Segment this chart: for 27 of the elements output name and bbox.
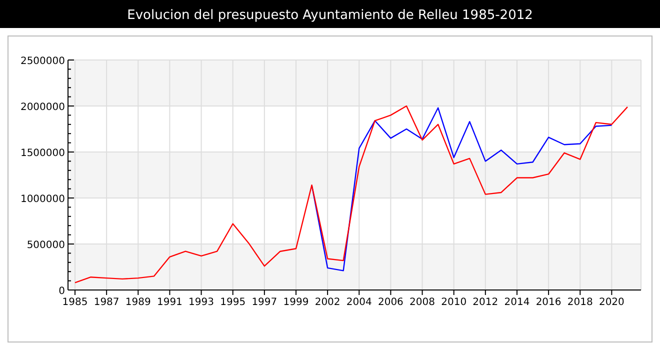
x-tick-label: 1995 — [220, 297, 246, 308]
x-tick-label: 1989 — [125, 297, 151, 308]
x-tick-label: 1991 — [156, 297, 182, 308]
x-tick-label: 1987 — [94, 297, 120, 308]
line-series — [74, 105, 628, 284]
y-tick-label: 1000000 — [20, 194, 65, 205]
x-tick-label: 1997 — [252, 297, 278, 308]
x-tick-label: 2018 — [567, 297, 593, 308]
x-tick-label: 2002 — [314, 297, 340, 308]
x-tick-label: 1993 — [188, 297, 214, 308]
chart-title: Evolucion del presupuesto Ayuntamiento de Relleu 1985-2012 — [127, 8, 533, 23]
y-tick-label: 1500000 — [20, 148, 65, 159]
x-tick-label: 2004 — [346, 297, 372, 308]
x-tick-label: 2020 — [598, 297, 624, 308]
x-tick-label: 2010 — [441, 297, 467, 308]
x-tick-label: 2012 — [472, 297, 498, 308]
x-tick-label: 1999 — [283, 297, 309, 308]
x-tick-label: 2014 — [504, 297, 530, 308]
y-tick-label: 2500000 — [20, 56, 65, 67]
line-series — [311, 107, 612, 272]
y-tick-label: 2000000 — [20, 102, 65, 113]
x-tick-label: 1985 — [62, 297, 88, 308]
x-tick-label: 2008 — [410, 297, 435, 308]
x-tick-label: 2016 — [536, 297, 562, 308]
y-tick-label: 500000 — [26, 240, 65, 251]
y-tick-label: 0 — [58, 286, 65, 297]
x-tick-label: 2006 — [378, 297, 404, 308]
